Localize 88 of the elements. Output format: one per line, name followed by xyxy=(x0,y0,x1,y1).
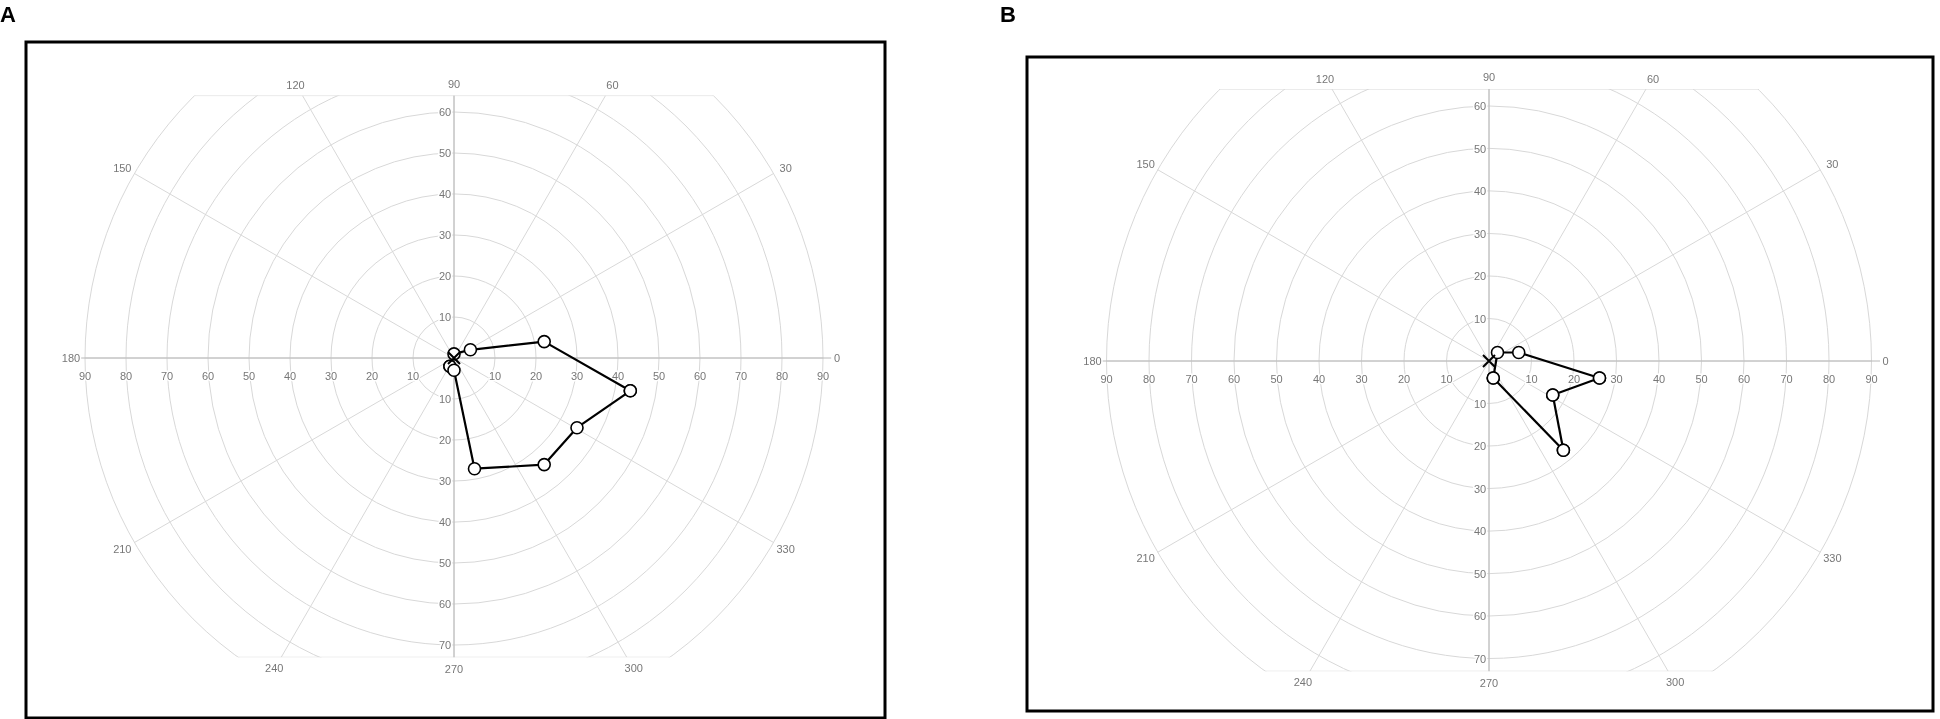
y-tick-label: 50 xyxy=(438,147,452,159)
text: 60 xyxy=(1646,72,1660,85)
y-tick-label: 40 xyxy=(1473,525,1487,537)
x-tick-label: 60 xyxy=(201,370,215,382)
text: 90 xyxy=(1482,71,1496,83)
y-tick-label: 50 xyxy=(438,557,452,569)
x-tick-label: 20 xyxy=(1397,373,1411,385)
text: 120 xyxy=(286,79,305,92)
x-tick-label: 80 xyxy=(119,370,133,382)
y-tick-label: 60 xyxy=(1473,610,1487,622)
x-tick-label: 40 xyxy=(283,370,297,382)
y-tick-label: 70 xyxy=(438,639,452,651)
y-tick-label: 10 xyxy=(438,393,452,405)
chart-title: A xyxy=(0,2,16,27)
x-tick-label: 90 xyxy=(78,370,92,382)
text: 300 xyxy=(624,661,643,674)
x-tick-label: 30 xyxy=(570,370,584,382)
x-tick-label: 70 xyxy=(1780,373,1793,385)
y-tick-label: 40 xyxy=(438,516,452,528)
text: 90 xyxy=(447,77,461,90)
x-tick-label: 70 xyxy=(160,370,174,382)
y-tick-label: 40 xyxy=(438,188,452,200)
x-tick-label: 60 xyxy=(1227,373,1241,385)
x-tick-label: 80 xyxy=(1142,373,1156,385)
y-tick-label: 40 xyxy=(1473,185,1487,197)
x-tick-label: 60 xyxy=(1737,373,1751,385)
annotation: 150 xyxy=(1136,157,1155,170)
x-tick-label: 10 xyxy=(406,370,420,382)
annotation: 150 xyxy=(113,161,132,174)
text: 60 xyxy=(606,79,619,92)
y-tick-label: 50 xyxy=(1473,142,1487,155)
y-tick-label: 30 xyxy=(1473,482,1487,495)
y-tick-label: 60 xyxy=(438,598,452,610)
text: 240 xyxy=(265,661,284,674)
y-tick-label: 10 xyxy=(1473,312,1487,325)
text: 240 xyxy=(1293,675,1313,688)
x-tick-label: 20 xyxy=(529,370,543,382)
y-tick-label: 20 xyxy=(1473,270,1487,282)
x-tick-label: 70 xyxy=(1185,373,1198,385)
x-tick-label: 10 xyxy=(1440,373,1453,385)
x-tick-label: 30 xyxy=(1610,373,1623,385)
x-tick-label: 30 xyxy=(1355,373,1368,385)
y-tick-label: 20 xyxy=(1473,440,1487,452)
x-tick-label: 40 xyxy=(1312,373,1326,385)
y-tick-label: 70 xyxy=(1473,652,1487,665)
x-tick-label: 10 xyxy=(488,370,502,382)
annotation: 210 xyxy=(1136,552,1155,565)
x-tick-label: 60 xyxy=(693,370,707,382)
y-tick-label: 60 xyxy=(1473,100,1487,112)
x-tick-label: 90 xyxy=(1100,373,1113,385)
text: 300 xyxy=(1665,675,1685,688)
y-tick-label: 20 xyxy=(438,270,452,282)
x-tick-label: 40 xyxy=(611,370,625,382)
annotation: 330 xyxy=(1823,552,1842,565)
x-tick-label: 70 xyxy=(734,370,748,382)
text: 270 xyxy=(444,663,464,676)
x-tick-label: 50 xyxy=(1270,373,1283,385)
x-tick-label: 50 xyxy=(652,370,666,382)
x-tick-label: 90 xyxy=(816,370,830,382)
annotation: 30 xyxy=(779,161,792,174)
y-tick-label: 10 xyxy=(1473,397,1487,410)
annotation: 180 xyxy=(1083,355,1102,367)
x-tick-label: 10 xyxy=(1525,373,1538,385)
y-tick-label: 50 xyxy=(1473,567,1487,580)
y-tick-label: 30 xyxy=(438,475,452,487)
x-tick-label: 40 xyxy=(1652,373,1666,385)
x-tick-label: 80 xyxy=(1822,373,1836,385)
annotation: 30 xyxy=(1826,157,1839,170)
annotation: 180 xyxy=(61,352,81,364)
y-tick-label: 30 xyxy=(438,229,452,241)
x-tick-label: 30 xyxy=(324,370,338,382)
x-tick-label: 20 xyxy=(365,370,379,382)
annotation: 210 xyxy=(113,542,132,555)
text: 120 xyxy=(1315,72,1335,85)
y-tick-label: 30 xyxy=(1473,227,1487,240)
text: 270 xyxy=(1479,677,1499,690)
x-tick-label: 90 xyxy=(1865,373,1878,385)
annotation: 330 xyxy=(776,542,795,555)
text: 0 xyxy=(1882,355,1889,367)
y-tick-label: 60 xyxy=(438,106,452,118)
x-tick-label: 80 xyxy=(775,370,789,382)
x-tick-label: 50 xyxy=(1695,373,1708,385)
text: 0 xyxy=(833,352,841,364)
y-tick-label: 20 xyxy=(438,434,452,446)
x-tick-label: 20 xyxy=(1567,373,1581,385)
y-tick-label: 10 xyxy=(438,311,452,323)
x-tick-label: 50 xyxy=(242,370,256,382)
chart-title: B xyxy=(1000,2,1016,27)
